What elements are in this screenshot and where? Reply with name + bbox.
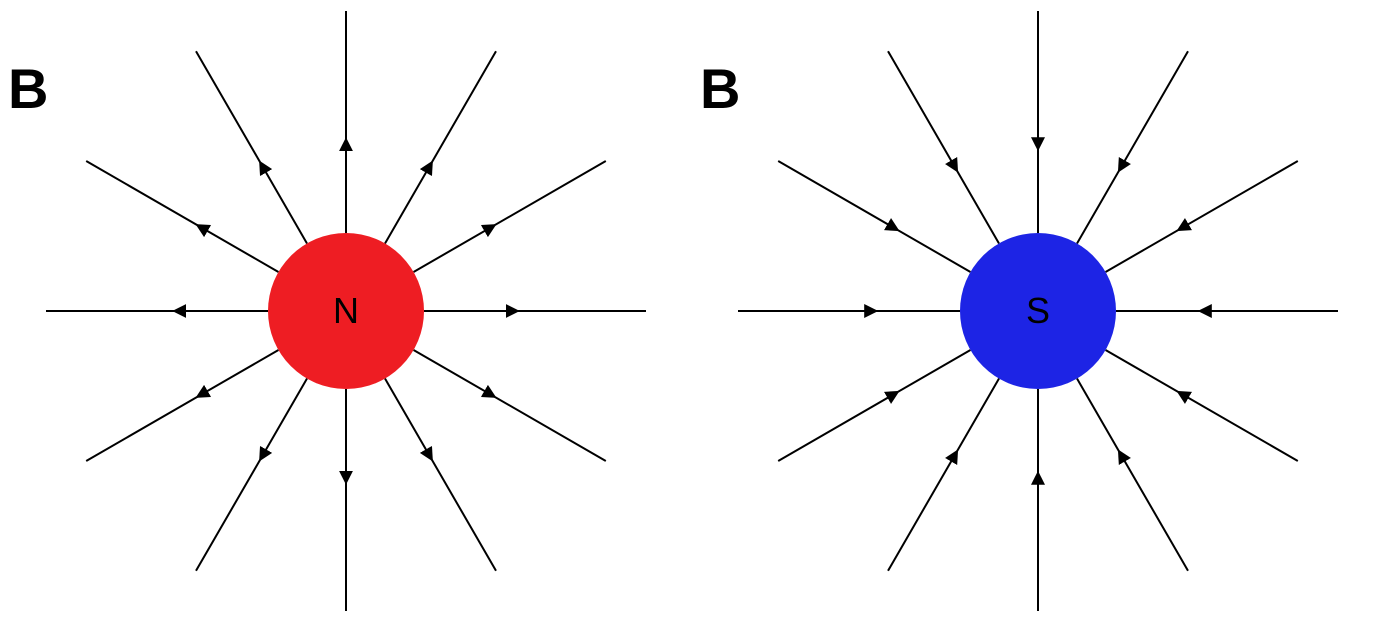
north-pole-panel: B N — [0, 0, 692, 623]
pole-label-north: N — [333, 290, 359, 332]
pole-label-south: S — [1026, 290, 1050, 332]
south-pole-panel: B S — [692, 0, 1384, 623]
